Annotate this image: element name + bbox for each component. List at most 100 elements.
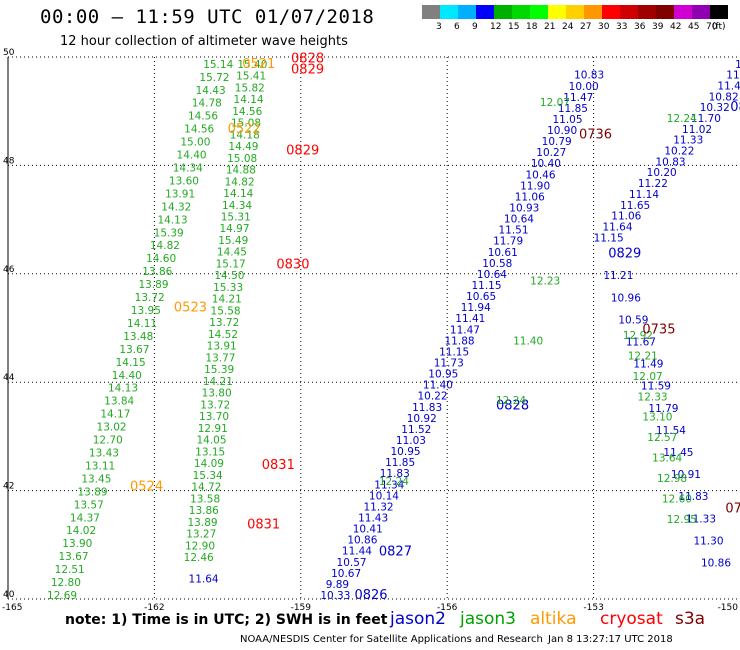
data-point-jason3: 14.21 — [212, 294, 242, 306]
data-point-jason2: 11.90 — [520, 180, 550, 192]
data-point-jason3: 14.37 — [70, 512, 100, 524]
data-point-jason3: 13.02 — [97, 422, 127, 434]
data-point-jason2: 11.15 — [471, 280, 501, 292]
data-point-jason2: 11.40 — [423, 380, 453, 392]
data-point-jason3: 13.45 — [81, 473, 111, 485]
data-point-jason3: 12.92 — [623, 330, 653, 342]
data-point-jason2: 11.65 — [620, 200, 650, 212]
data-point-jason2: 11.15 — [439, 346, 469, 358]
colorbar-label: 30 — [598, 22, 610, 32]
data-point-jason3: 13.86 — [142, 266, 172, 278]
data-point-jason2: 11.03 — [396, 435, 426, 447]
data-point-jason2: 10.92 — [407, 413, 437, 425]
pass-time-label-jason2: 0826 — [354, 588, 387, 603]
data-point-jason3: 15.58 — [211, 305, 241, 317]
y-tick-label: 48 — [3, 156, 15, 166]
data-point-jason2: 11.45 — [717, 81, 740, 93]
data-point-jason3: 14.82 — [225, 176, 255, 188]
colorbar-swatch — [494, 5, 512, 19]
data-point-jason2: 10.59 — [618, 314, 648, 326]
data-point-jason3: 14.56 — [188, 111, 218, 123]
data-point-jason2: 10.95 — [391, 446, 421, 458]
footer-note: note: 1) Time is in UTC; 2) SWH is in fe… — [65, 612, 388, 628]
colorbar-label: 15 — [508, 22, 520, 32]
data-point-jason2: 11.1 — [735, 59, 740, 71]
data-point-jason2: 10.64 — [504, 214, 534, 226]
data-point-jason3: 12.80 — [51, 577, 81, 589]
data-point-jason2: 10.46 — [525, 169, 555, 181]
data-point-jason2: 10.64 — [477, 269, 507, 281]
data-point-jason3: 15.41 — [236, 71, 266, 83]
data-point-jason2: 10.95 — [428, 369, 458, 381]
data-point-jason3: 14.56 — [232, 106, 262, 118]
data-point-jason2: 10.57 — [337, 557, 367, 569]
data-point-jason3: 13.15 — [195, 446, 225, 458]
data-point-jason2: 11.30 — [693, 535, 723, 547]
data-point-jason3: 14.45 — [217, 247, 247, 259]
data-point-jason2: 11.83 — [678, 491, 708, 503]
pass-time-label-jason2: 0827 — [379, 545, 412, 560]
data-point-jason3: 14.14 — [234, 94, 264, 106]
y-tick-label: 46 — [3, 265, 15, 275]
data-point-jason3: 14.50 — [214, 270, 244, 282]
colorbar-label: 3 — [436, 22, 442, 32]
colorbar-label: 42 — [670, 22, 682, 32]
data-point-jason2: 10.41 — [353, 524, 383, 536]
data-point-jason3: 12.24 — [379, 476, 409, 488]
colorbar-swatch — [440, 5, 458, 19]
data-point-jason3: 15.31 — [221, 212, 251, 224]
data-point-jason3: 13.58 — [190, 493, 220, 505]
data-point-jason3: 13.89 — [138, 279, 168, 291]
data-point-jason3: 14.56 — [184, 124, 214, 136]
y-tick-label: 50 — [3, 48, 15, 58]
data-point-jason2: 10.79 — [542, 136, 572, 148]
data-point-jason2: 10.82 — [709, 91, 739, 103]
colorbar-unit: (ft) — [712, 22, 726, 32]
colorbar-label: 70 — [706, 22, 718, 32]
data-point-jason3: 13.86 — [189, 505, 219, 517]
data-point-jason2: 11.94 — [461, 302, 491, 314]
data-point-jason3: 14.78 — [192, 98, 222, 110]
data-point-jason3: 14.34 — [173, 162, 203, 174]
data-point-jason3: 13.10 — [642, 412, 672, 424]
data-point-jason3: 14.72 — [191, 482, 221, 494]
data-point-jason2: 10.58 — [482, 258, 512, 270]
data-point-jason2: 11.21 — [603, 270, 633, 282]
data-point-jason3: 12.70 — [93, 435, 123, 447]
data-point-jason3: 13.43 — [89, 447, 119, 459]
data-point-jason2: 10.67 — [331, 568, 361, 580]
data-point-jason2: 11.47 — [563, 92, 593, 104]
data-point-jason3: 15.40 — [237, 59, 267, 71]
data-point-jason2: 10.61 — [488, 247, 518, 259]
data-point-jason3: 14.09 — [194, 458, 224, 470]
pass-time-label-cryosat: 0828 — [291, 51, 324, 66]
x-tick-label: -150 — [718, 603, 739, 613]
data-point-jason3: 15.82 — [235, 82, 265, 94]
data-point-jason2: 11.64 — [189, 574, 219, 586]
pass-time-label-jason2: 0828 — [496, 398, 529, 413]
data-point-jason3: 13.91 — [207, 341, 237, 353]
data-point-jason2: 11.70 — [691, 113, 721, 125]
data-point-jason3: 13.11 — [85, 460, 115, 472]
data-point-jason2: 10.83 — [656, 156, 686, 168]
data-point-jason3: 14.15 — [116, 357, 146, 369]
data-point-jason3: 13.72 — [200, 399, 230, 411]
colorbar-swatch — [476, 5, 494, 19]
x-tick-label: -153 — [583, 603, 603, 613]
data-point-jason2: 11.06 — [611, 211, 641, 223]
data-point-jason2: 10.65 — [466, 291, 496, 303]
data-point-jason2: 11.51 — [498, 225, 528, 237]
data-point-jason2: 11.83 — [380, 468, 410, 480]
pass-time-label-s3a: 0736 — [579, 127, 612, 142]
generated-timestamp: Jan 8 13:27:17 UTC 2018 — [548, 634, 673, 645]
pass-time-label-cryosat: 0829 — [291, 62, 324, 77]
data-point-jason3: 13.90 — [62, 538, 92, 550]
data-point-jason3: 12.23 — [530, 276, 560, 288]
data-point-jason3: 13.91 — [165, 188, 195, 200]
colorbar-swatch — [530, 5, 548, 19]
satellite-legend-cryosat: cryosat — [600, 609, 663, 629]
data-point-jason3: 15.39 — [154, 227, 184, 239]
x-tick-label: -159 — [291, 603, 312, 613]
data-point-jason3: 14.97 — [219, 223, 249, 235]
data-point-jason2: 11.43 — [358, 513, 388, 525]
